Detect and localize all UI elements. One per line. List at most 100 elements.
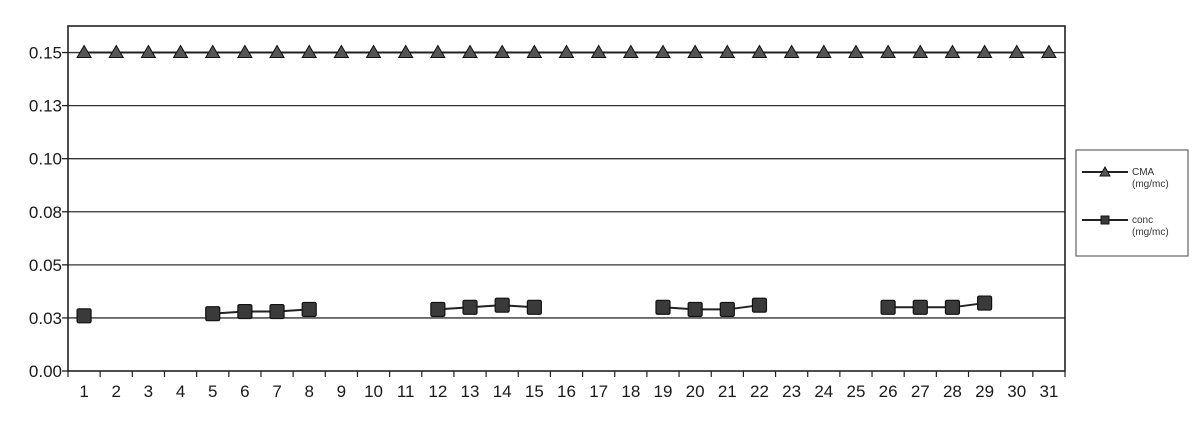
legend-marker-square	[1100, 215, 1110, 225]
data-point-triangle	[301, 44, 318, 58]
data-point-square	[880, 299, 896, 315]
data-point-triangle	[365, 44, 382, 58]
x-tick-label: 23	[782, 382, 801, 401]
y-tick-label: 0.05	[29, 256, 62, 275]
data-point-triangle	[687, 44, 704, 58]
data-point-square	[719, 301, 735, 318]
data-point-triangle	[429, 44, 446, 58]
data-point-square	[237, 303, 253, 320]
x-tick-label: 27	[911, 382, 930, 401]
x-tick-label: 5	[208, 382, 217, 401]
x-tick-label: 9	[337, 382, 346, 401]
data-point-square	[462, 299, 478, 315]
data-point-triangle	[333, 44, 350, 58]
data-point-square	[655, 299, 671, 315]
x-tick-label: 26	[879, 382, 898, 401]
data-point-triangle	[1041, 44, 1057, 58]
data-point-triangle	[590, 44, 607, 58]
data-point-triangle	[815, 44, 832, 58]
data-point-triangle	[172, 44, 189, 58]
x-tick-label: 20	[686, 382, 705, 401]
data-point-triangle	[783, 44, 800, 58]
x-tick-label: 17	[589, 382, 608, 401]
data-point-square	[301, 301, 317, 318]
data-point-square	[269, 303, 285, 320]
x-tick-label: 2	[112, 382, 121, 401]
data-point-triangle	[944, 44, 961, 58]
x-tick-label: 31	[1039, 382, 1058, 401]
x-tick-label: 8	[304, 382, 313, 401]
data-point-triangle	[237, 44, 253, 58]
series-line	[888, 302, 985, 309]
x-tick-label: 15	[525, 382, 544, 401]
legend-marker-triangle	[1099, 165, 1111, 177]
data-point-triangle	[976, 44, 993, 58]
y-axis-ticks: 0.00 0.03 0.05 0.08 0.10 0.13 0.15	[29, 44, 68, 381]
x-tick-label: 4	[176, 382, 185, 401]
y-tick-label: 0.13	[29, 97, 62, 116]
x-tick-label: 6	[240, 382, 249, 401]
x-tick-label: 7	[272, 382, 281, 401]
x-tick-label: 24	[814, 382, 833, 401]
legend-label: CMA	[1132, 167, 1155, 178]
data-point-triangle	[140, 44, 157, 58]
legend-label: (mg/mc)	[1132, 227, 1169, 238]
data-point-square	[944, 299, 961, 315]
data-point-triangle	[558, 44, 575, 58]
legend: CMA(mg/mc)conc(mg/mc)	[1075, 149, 1189, 257]
data-point-square	[205, 306, 221, 322]
data-point-square	[494, 297, 510, 313]
x-tick-label: 1	[79, 382, 88, 401]
data-point-triangle	[269, 44, 285, 58]
x-tick-label: 18	[621, 382, 640, 401]
data-point-triangle	[719, 44, 736, 58]
x-tick-label: 22	[750, 382, 769, 401]
x-tick-label: 14	[493, 382, 512, 401]
data-point-triangle	[397, 44, 414, 58]
x-tick-label: 21	[718, 382, 737, 401]
y-tick-label: 0.00	[29, 362, 62, 381]
data-point-square	[430, 301, 446, 318]
data-point-triangle	[494, 44, 511, 58]
x-tick-label: 12	[428, 382, 447, 401]
y-tick-label: 0.10	[29, 150, 62, 169]
series-line	[212, 308, 310, 315]
x-tick-label: 28	[943, 382, 962, 401]
x-tick-label: 19	[654, 382, 673, 401]
legend-label: conc	[1132, 215, 1153, 226]
x-tick-label: 29	[975, 382, 994, 401]
axes	[67, 25, 1066, 372]
series-line	[437, 304, 535, 311]
legend-box	[1075, 149, 1189, 257]
data-point-triangle	[526, 44, 543, 58]
data-point-triangle	[76, 44, 92, 58]
plot-border	[67, 25, 1066, 372]
x-axis-ticks: 1 2 3 4 5 6 7 8 9 10 11 12 13 14 15 16 17 18 19 20 21 22 23 24 2…	[67, 371, 1066, 401]
x-tick-label: 3	[144, 382, 153, 401]
y-tick-label: 0.08	[29, 203, 62, 222]
data-point-triangle	[912, 44, 929, 58]
data-point-square	[976, 295, 993, 311]
x-tick-label: 25	[846, 382, 865, 401]
data-point-triangle	[204, 44, 221, 58]
x-tick-label: 13	[461, 382, 480, 401]
series-layer	[76, 44, 1057, 324]
series-line	[662, 304, 760, 311]
data-point-triangle	[848, 44, 864, 58]
x-tick-label: 30	[1007, 382, 1026, 401]
data-point-square	[526, 299, 542, 315]
legend-label: (mg/mc)	[1132, 179, 1169, 190]
x-tick-label: 11	[397, 382, 415, 401]
data-point-triangle	[880, 44, 896, 58]
data-point-square	[912, 299, 928, 315]
x-tick-label: 16	[557, 382, 576, 401]
data-point-square	[687, 301, 703, 318]
data-point-triangle	[462, 44, 478, 58]
y-tick-label: 0.15	[29, 44, 62, 63]
x-tick-label: 10	[364, 382, 383, 401]
y-tick-label: 0.03	[29, 309, 62, 328]
grid-lines	[68, 51, 1065, 319]
data-point-triangle	[751, 44, 768, 58]
data-point-triangle	[655, 44, 671, 58]
